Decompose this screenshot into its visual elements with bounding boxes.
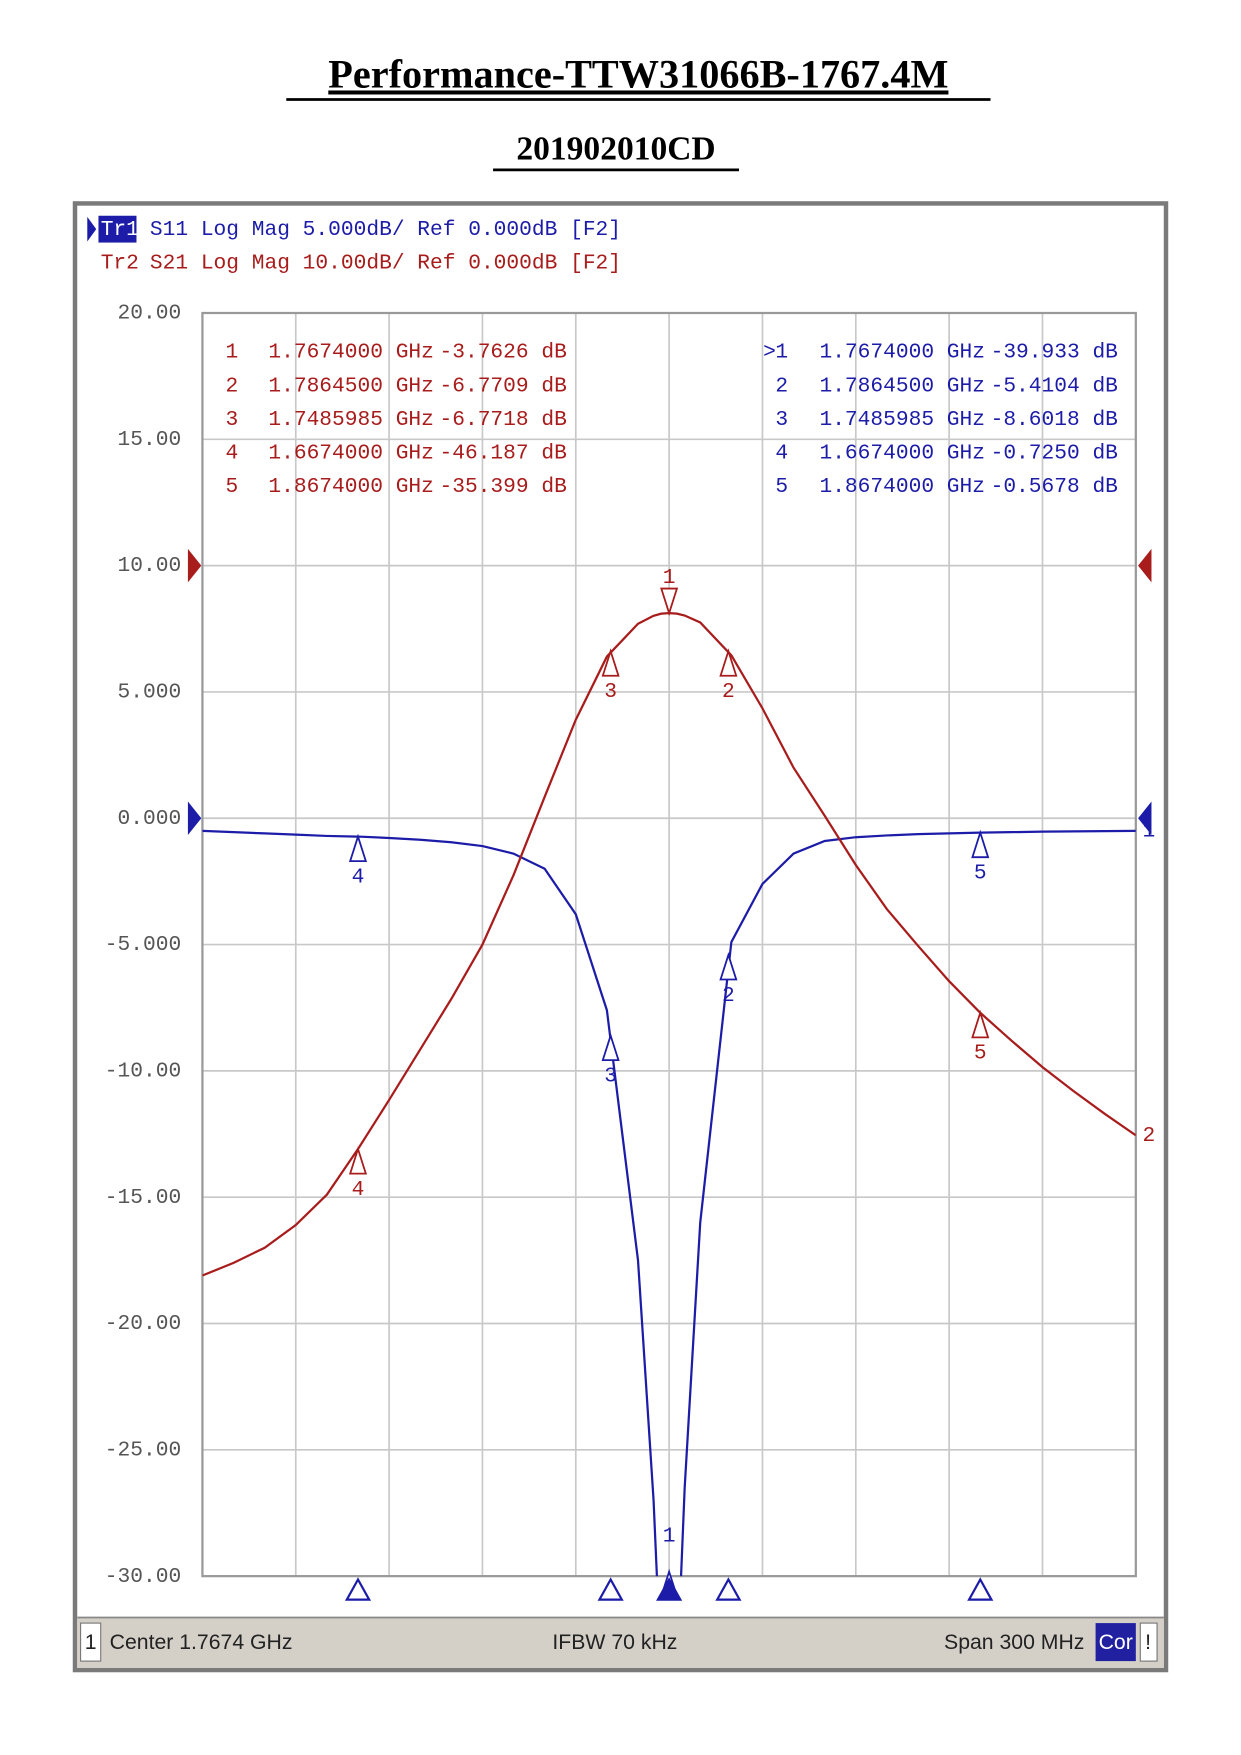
marker-label: 5 xyxy=(974,861,987,885)
y-tick-label: 5.000 xyxy=(118,681,182,705)
y-tick-label: -5.000 xyxy=(105,933,181,957)
ref-arrow-right xyxy=(1138,548,1152,583)
marker-id: 3 xyxy=(225,408,238,432)
marker-id: 3 xyxy=(775,408,788,432)
marker-value: -46.187 dB xyxy=(440,441,567,465)
trace-tag: 2 xyxy=(1143,1124,1156,1148)
status-bar xyxy=(77,1617,1164,1668)
channel-number: 1 xyxy=(85,1631,97,1654)
ref-arrow-right xyxy=(1138,801,1152,836)
y-tick-label: 15.00 xyxy=(118,428,182,452)
span: Span 300 MHz xyxy=(944,1631,1084,1654)
trace-line xyxy=(202,829,1136,1577)
flag: ! xyxy=(1145,1631,1151,1654)
channel-box xyxy=(80,1622,102,1662)
ref-arrow-left xyxy=(187,801,202,836)
marker-value: -6.7718 dB xyxy=(440,408,567,432)
marker-id: 5 xyxy=(775,475,788,499)
marker-value: -39.933 dB xyxy=(991,341,1118,365)
marker-value: -5.4104 dB xyxy=(991,374,1118,398)
marker-label: 3 xyxy=(604,680,617,704)
correction-box xyxy=(1095,1623,1136,1662)
marker-symbol xyxy=(660,587,679,617)
marker-frequency: 1.8674000 GHz xyxy=(268,475,434,499)
marker-label: 4 xyxy=(352,865,365,889)
marker-label: 2 xyxy=(722,984,735,1008)
marker-symbol xyxy=(348,1146,368,1175)
marker-id: 2 xyxy=(775,374,788,398)
axis-marker xyxy=(344,1577,372,1601)
marker-symbol xyxy=(601,648,620,677)
marker-label: 3 xyxy=(604,1064,617,1088)
trace-name: Tr2 xyxy=(101,251,139,275)
center-frequency: Center 1.7674 GHz xyxy=(110,1631,293,1654)
marker-id: 1 xyxy=(775,341,788,365)
marker-id: 5 xyxy=(225,475,238,499)
flag-box xyxy=(1139,1622,1158,1662)
marker-frequency: 1.7674000 GHz xyxy=(819,341,985,365)
active-marker-symbol: > xyxy=(763,341,776,365)
marker-frequency: 1.7864500 GHz xyxy=(268,374,434,398)
marker-value: -6.7709 dB xyxy=(440,374,567,398)
axis-marker xyxy=(597,1577,624,1601)
marker-id: 4 xyxy=(225,441,238,465)
plot: -30.00 -25.00 -20.00 -15.00 -10.00 -5.000 0.00… xyxy=(87,215,1156,1601)
marker-frequency: 1.6674000 GHz xyxy=(268,441,434,465)
marker-label: 1 xyxy=(663,1525,676,1549)
marker-symbol xyxy=(719,951,738,981)
marker-symbol xyxy=(719,648,738,677)
y-tick-label: 0.000 xyxy=(118,807,182,831)
ref-arrow-left xyxy=(187,548,202,583)
marker-label: 1 xyxy=(663,566,676,590)
y-tick-label: -25.00 xyxy=(105,1438,181,1462)
trace-settings: S21 Log Mag 10.00dB/ Ref 0.000dB [F2] xyxy=(150,251,621,275)
marker-symbol xyxy=(971,1009,990,1039)
axis-marker xyxy=(656,1577,683,1601)
marker-frequency: 1.7674000 GHz xyxy=(268,341,434,365)
marker-value: -8.6018 dB xyxy=(991,408,1118,432)
active-trace-box xyxy=(98,215,137,243)
marker-label: 5 xyxy=(974,1042,987,1066)
page-title: Performance-TTW31066B-1767.4M xyxy=(328,51,948,96)
marker-id: 4 xyxy=(775,441,788,465)
marker-value: -35.399 dB xyxy=(440,475,567,499)
marker-frequency: 1.7485985 GHz xyxy=(819,408,985,432)
y-tick-label: 20.00 xyxy=(118,302,182,326)
y-tick-label: -20.00 xyxy=(105,1312,181,1336)
y-tick-label: -15.00 xyxy=(105,1186,181,1210)
axis-marker xyxy=(715,1577,742,1601)
marker-frequency: 1.7864500 GHz xyxy=(819,374,985,398)
marker-id: 2 xyxy=(225,374,238,398)
marker-value: -0.7250 dB xyxy=(991,441,1118,465)
marker-symbol xyxy=(601,1032,620,1062)
y-tick-label: -30.00 xyxy=(105,1565,181,1589)
marker-value: -3.7626 dB xyxy=(440,341,567,365)
trace-name: Tr1 xyxy=(101,218,139,242)
page-subtitle: 201902010CD xyxy=(516,131,715,168)
marker-frequency: 1.7485985 GHz xyxy=(268,408,434,432)
trace-settings: S11 Log Mag 5.000dB/ Ref 0.000dB [F2] xyxy=(150,218,621,242)
if-bandwidth: IFBW 70 kHz xyxy=(552,1631,677,1654)
axis-marker xyxy=(967,1577,994,1601)
marker-symbol xyxy=(348,833,368,863)
instrument-window xyxy=(72,201,1169,1673)
marker-label: 2 xyxy=(722,680,735,704)
trace-tag: 1 xyxy=(1143,819,1156,843)
marker-label: 4 xyxy=(352,1178,365,1202)
y-tick-label: 10.00 xyxy=(118,554,182,578)
marker-frequency: 1.6674000 GHz xyxy=(819,441,985,465)
correction: Cor xyxy=(1099,1631,1133,1654)
active-trace-arrow xyxy=(87,216,97,242)
marker-frequency: 1.8674000 GHz xyxy=(819,475,985,499)
marker-value: -0.5678 dB xyxy=(991,475,1118,499)
marker-id: 1 xyxy=(225,341,238,365)
y-tick-label: -10.00 xyxy=(105,1059,181,1083)
marker-symbol xyxy=(971,829,990,859)
